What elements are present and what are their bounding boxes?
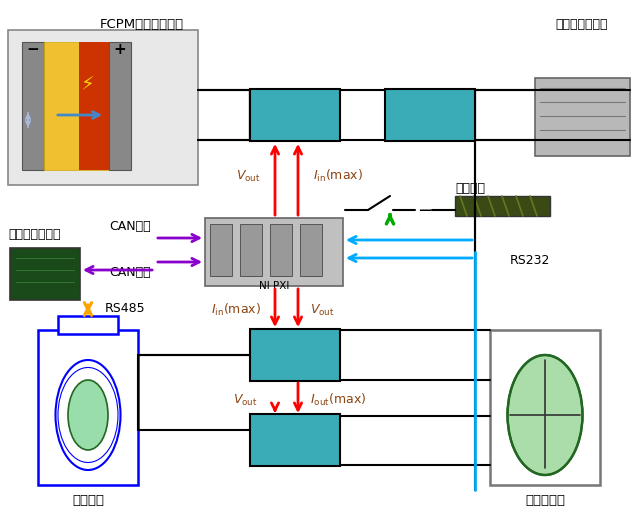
- Text: RS232: RS232: [510, 253, 550, 267]
- FancyBboxPatch shape: [38, 330, 138, 485]
- Text: RS485: RS485: [105, 303, 146, 316]
- FancyBboxPatch shape: [270, 224, 292, 276]
- Text: $V_{\rm out}$: $V_{\rm out}$: [310, 303, 335, 317]
- Text: 超级电容组: 超级电容组: [525, 494, 565, 506]
- Text: −: −: [417, 202, 433, 220]
- Text: DC/AC: DC/AC: [406, 108, 454, 122]
- Text: 锂电池组: 锂电池组: [72, 494, 104, 506]
- Text: DC/DC: DC/DC: [271, 108, 319, 122]
- Text: +: +: [114, 42, 126, 58]
- FancyBboxPatch shape: [490, 330, 600, 485]
- Text: $V_{\rm out}$: $V_{\rm out}$: [236, 168, 261, 184]
- FancyBboxPatch shape: [535, 78, 630, 156]
- FancyBboxPatch shape: [250, 89, 340, 141]
- Text: DC/DC: DC/DC: [271, 433, 319, 447]
- Text: 保护电阻: 保护电阻: [455, 182, 485, 194]
- FancyBboxPatch shape: [79, 42, 109, 170]
- Text: −: −: [27, 42, 40, 58]
- Ellipse shape: [508, 355, 582, 475]
- Text: CAN总线: CAN总线: [109, 267, 151, 279]
- FancyBboxPatch shape: [300, 224, 322, 276]
- Ellipse shape: [68, 380, 108, 450]
- FancyBboxPatch shape: [455, 196, 550, 216]
- FancyBboxPatch shape: [250, 414, 340, 466]
- Text: ⚡: ⚡: [80, 76, 94, 95]
- Text: CAN总线: CAN总线: [109, 220, 151, 232]
- FancyBboxPatch shape: [385, 89, 475, 141]
- FancyBboxPatch shape: [109, 42, 131, 170]
- Text: DC/DC: DC/DC: [271, 348, 319, 362]
- FancyBboxPatch shape: [240, 224, 262, 276]
- FancyBboxPatch shape: [8, 30, 198, 185]
- FancyBboxPatch shape: [10, 248, 80, 300]
- Text: 三相可编程负载: 三相可编程负载: [555, 18, 607, 31]
- Text: $I_{\rm in}({\rm max})$: $I_{\rm in}({\rm max})$: [313, 168, 363, 184]
- FancyBboxPatch shape: [58, 316, 118, 334]
- FancyBboxPatch shape: [250, 329, 340, 381]
- Text: 锂电池管理系统: 锂电池管理系统: [8, 229, 61, 241]
- FancyBboxPatch shape: [22, 42, 44, 170]
- Text: $I_{\rm out}({\rm max})$: $I_{\rm out}({\rm max})$: [310, 392, 366, 408]
- Text: NI PXI: NI PXI: [259, 281, 289, 291]
- Text: FCPM燃料电池模型: FCPM燃料电池模型: [100, 18, 184, 31]
- FancyBboxPatch shape: [205, 218, 343, 286]
- FancyBboxPatch shape: [210, 224, 232, 276]
- FancyBboxPatch shape: [44, 42, 109, 170]
- Text: $V_{\rm out}$: $V_{\rm out}$: [234, 392, 258, 408]
- Text: $I_{\rm in}({\rm max})$: $I_{\rm in}({\rm max})$: [211, 302, 261, 318]
